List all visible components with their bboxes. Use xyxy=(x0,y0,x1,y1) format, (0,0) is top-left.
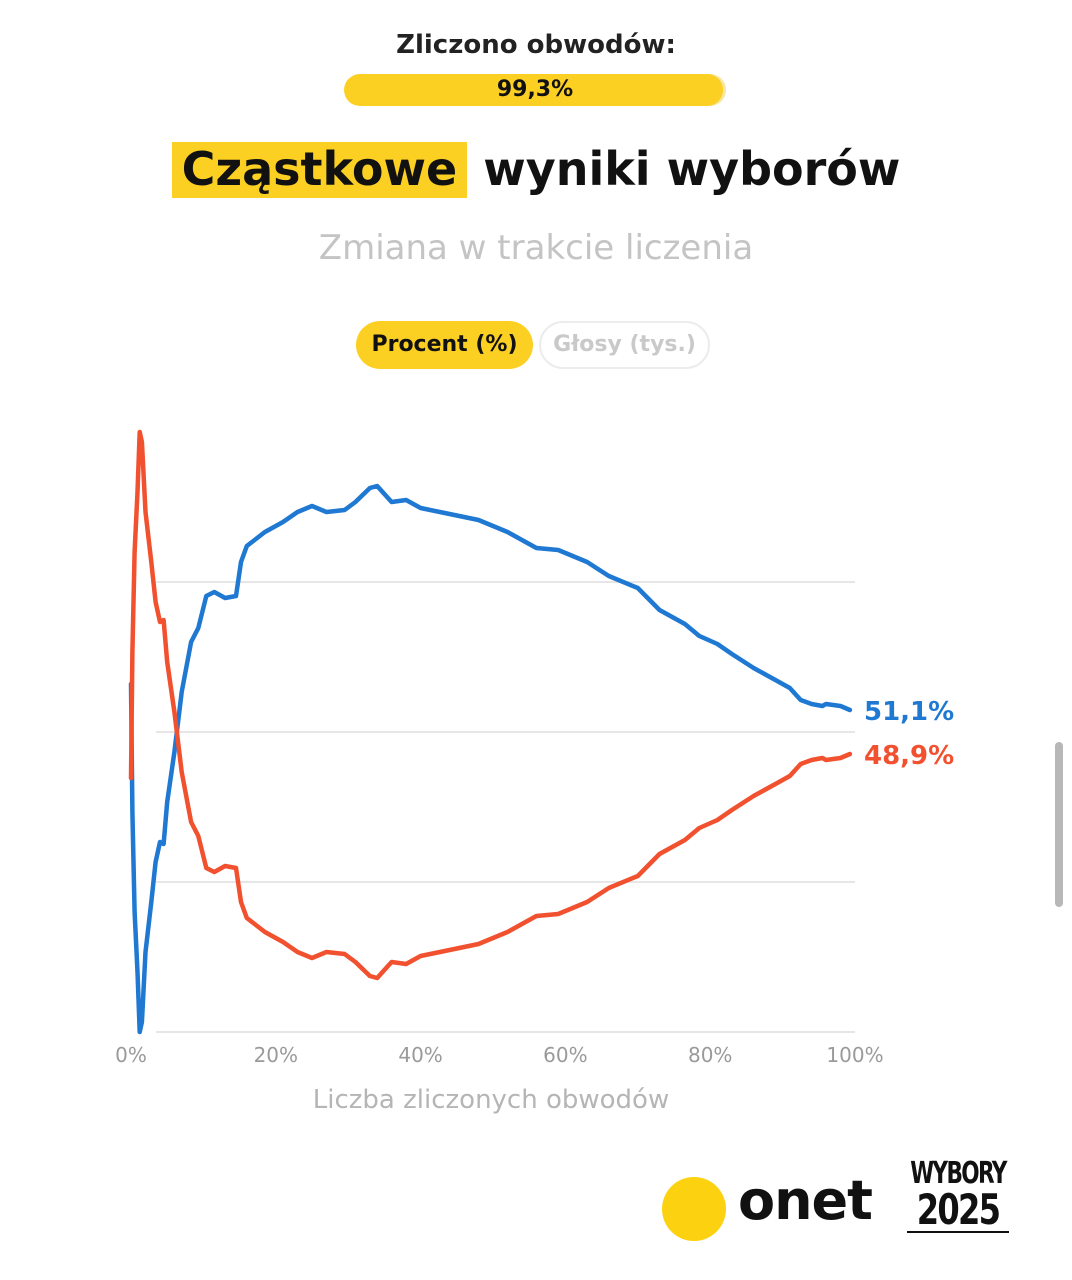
x-axis-title: Liczba zliczonych obwodów xyxy=(313,1085,669,1115)
x-tick-label: 20% xyxy=(254,1043,298,1067)
series-line-1 xyxy=(128,429,853,981)
counting-progress-bar: 99,3% xyxy=(344,74,726,106)
title-rest: wyniki wyborów xyxy=(483,142,901,196)
progress-fill xyxy=(344,74,724,106)
x-tick-label: 60% xyxy=(543,1043,587,1067)
onet-logo-text: onet xyxy=(738,1169,873,1232)
wybory-logo-line1: WYBORY xyxy=(910,1156,1007,1191)
series-line-0 xyxy=(128,483,853,1035)
wybory-logo-line2: 2025 xyxy=(907,1189,1009,1233)
page-subtitle: Zmiana w trakcie liczenia xyxy=(318,228,754,268)
footer-branding: onet WYBORY 2025 xyxy=(662,1159,1022,1245)
x-tick-label: 40% xyxy=(398,1043,442,1067)
x-tick-label: 100% xyxy=(826,1043,883,1067)
results-line-chart: 0% 20% 40% 60% 80% 100% Liczba zliczonych obwo… xyxy=(115,429,954,1115)
page-title: Cząstkowe wyniki wyborów xyxy=(0,142,1072,198)
series-end-label-0: 51,1% xyxy=(864,697,954,727)
x-tick-label: 80% xyxy=(688,1043,732,1067)
vertical-scrollbar[interactable] xyxy=(1055,742,1063,907)
percent-toggle-button[interactable]: Procent (%) xyxy=(356,321,533,369)
series-end-label-1: 48,9% xyxy=(864,741,954,771)
counted-precincts-label: Zliczono obwodów: xyxy=(396,30,676,60)
votes-toggle-button[interactable]: Głosy (tys.) xyxy=(539,321,710,369)
title-highlight: Cząstkowe xyxy=(171,142,468,198)
wybory-2025-logo: WYBORY 2025 xyxy=(898,1159,1018,1233)
progress-value: 99,3% xyxy=(496,77,574,102)
onet-logo-dot xyxy=(662,1177,726,1241)
x-tick-label: 0% xyxy=(115,1043,147,1067)
